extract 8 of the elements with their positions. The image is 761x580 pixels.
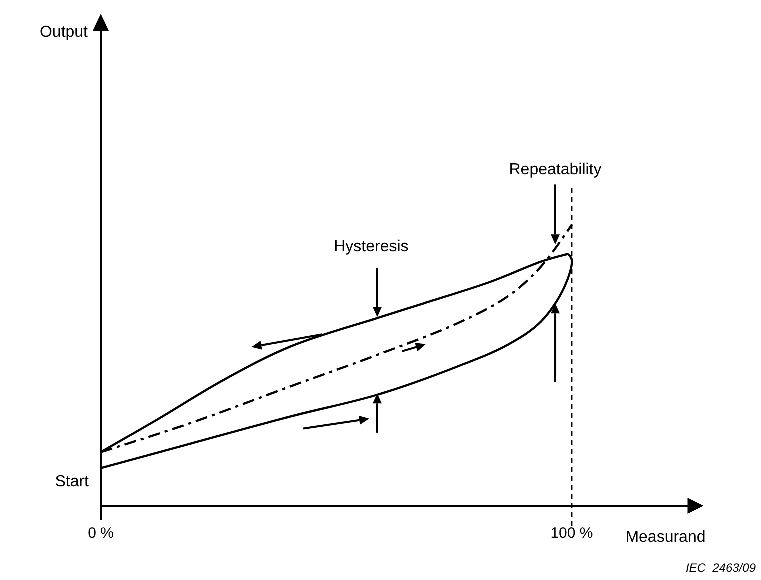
text: Output: [40, 24, 89, 41]
text: IEC 2463/09: [686, 561, 756, 575]
x-tick-label: 100 %: [550, 525, 594, 542]
x-axis-title: Measurand: [626, 529, 706, 546]
annotation: Hysteresis: [334, 238, 409, 256]
text: Start: [55, 473, 90, 490]
text: Repeatability: [509, 162, 602, 179]
x-tick-label: 0 %: [88, 525, 114, 542]
